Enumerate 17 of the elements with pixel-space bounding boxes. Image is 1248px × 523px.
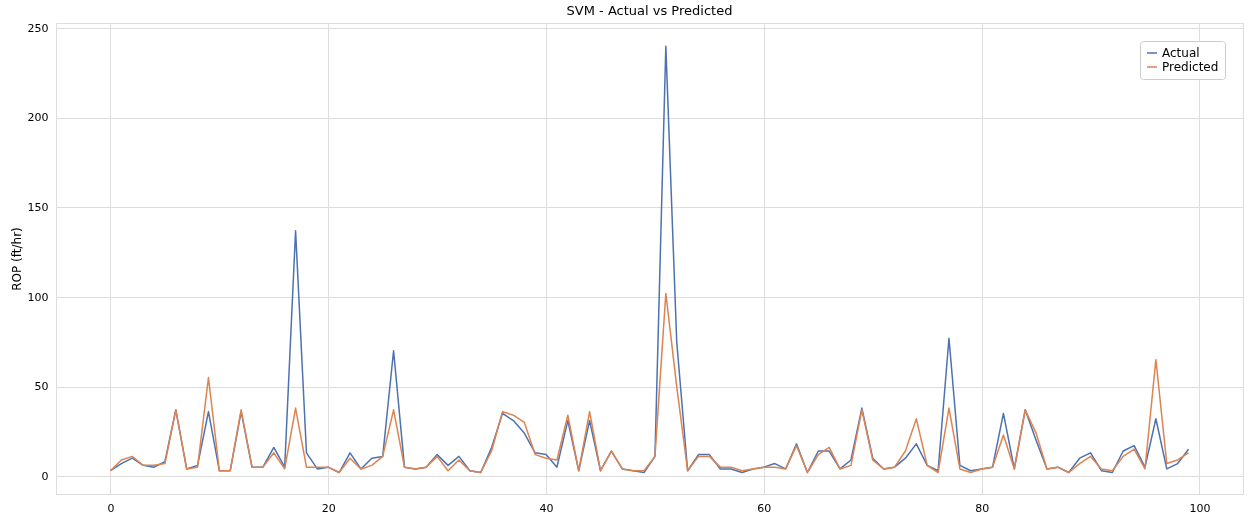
y-tick-label: 0 (41, 469, 49, 483)
y-tick-label: 200 (27, 111, 49, 125)
y-tick-label: 100 (27, 290, 49, 304)
line-series (109, 292, 1190, 474)
x-tick-label: 80 (975, 501, 990, 515)
y-tick-label: 150 (27, 200, 49, 214)
x-tick-label: 20 (321, 501, 336, 515)
y-tick-label: 250 (27, 21, 49, 35)
legend-label: Actual (1162, 46, 1200, 60)
x-tick-label: 100 (1189, 501, 1211, 515)
legend-label: Predicted (1162, 60, 1219, 74)
y-tick-label: 50 (34, 380, 49, 394)
x-tick-label: 0 (107, 501, 115, 515)
y-axis-title: ROP (ft/hr) (9, 227, 24, 291)
x-tick-label: 60 (757, 501, 772, 515)
x-tick-label: 40 (539, 501, 554, 515)
chart-title: SVM - Actual vs Predicted (566, 3, 733, 19)
